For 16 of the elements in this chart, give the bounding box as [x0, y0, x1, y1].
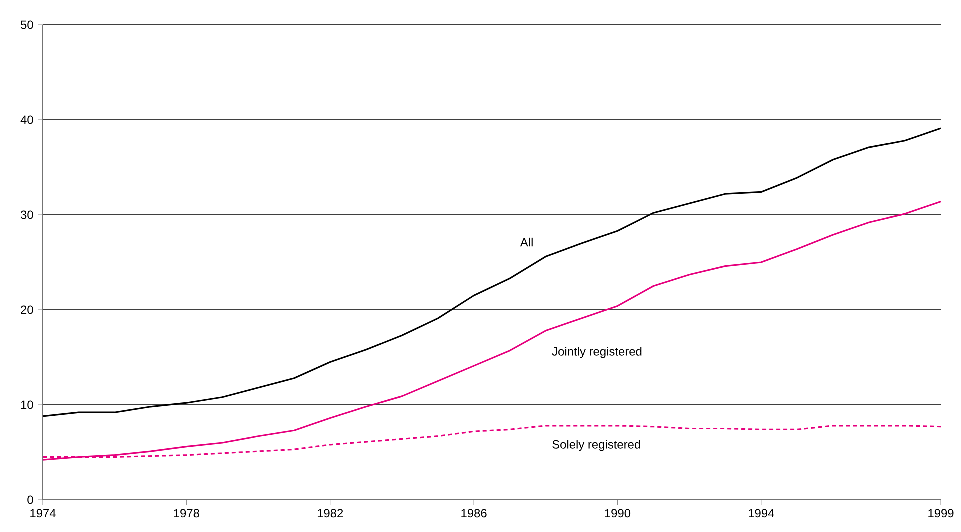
series-label: All	[520, 238, 533, 247]
y-tick-label: 30	[20, 210, 34, 220]
y-tick-label: 50	[21, 20, 34, 30]
x-tick-label: 1994	[749, 509, 774, 518]
x-tick-label: 1978	[174, 509, 200, 518]
x-tick-label: 1986	[462, 509, 487, 518]
series-label: Jointly registered	[552, 347, 642, 358]
y-tick-label: 0	[28, 496, 34, 504]
y-tick-label: 40	[20, 116, 34, 124]
x-tick-label: 1974	[30, 509, 56, 518]
x-tick-label: 1990	[605, 509, 631, 518]
x-tick-label: 1999	[928, 509, 954, 518]
y-tick-label: 10	[21, 400, 34, 410]
series-label: Solely registered	[552, 440, 640, 452]
y-tick-label: 20	[21, 306, 34, 314]
x-tick-label: 1982	[318, 509, 344, 518]
